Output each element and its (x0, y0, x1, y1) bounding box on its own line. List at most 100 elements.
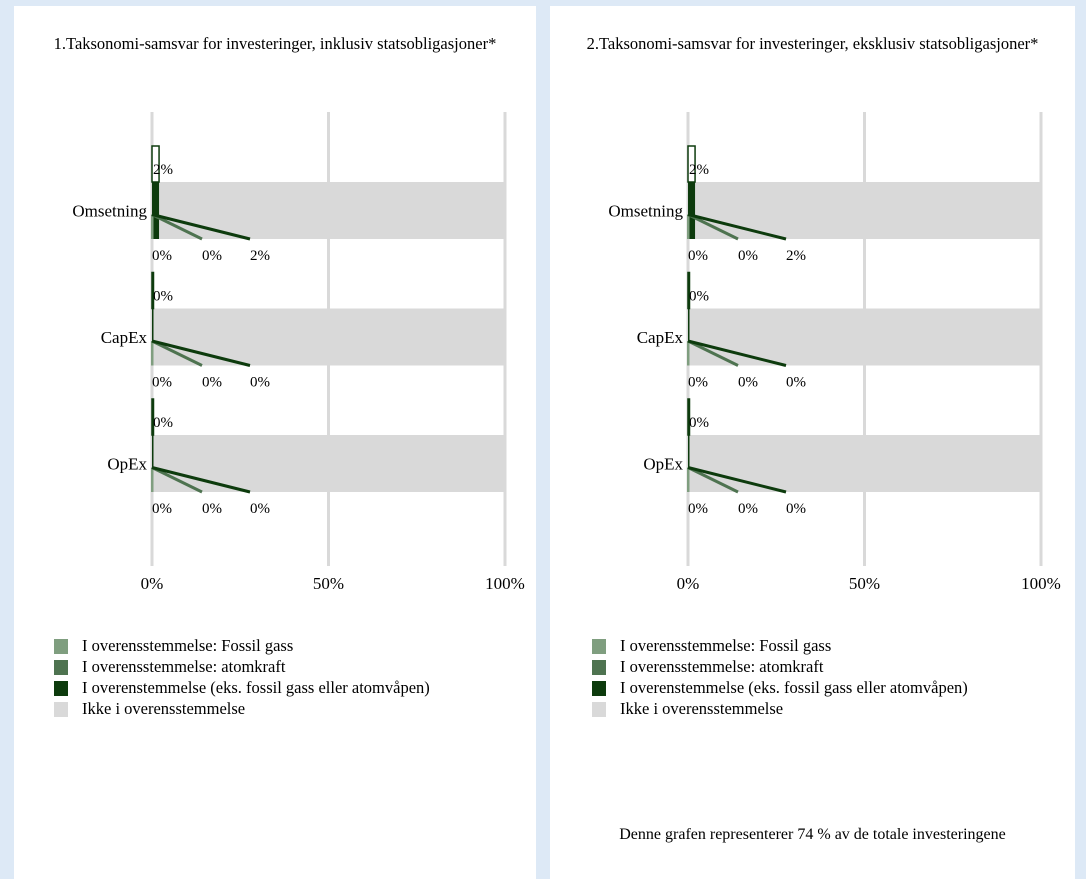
bar-aligned (688, 308, 690, 366)
chart-title: 2.Taksonomi-samsvar for investeringer, e… (586, 34, 1039, 53)
data-label-aligned: 0% (786, 501, 806, 517)
legend-item-nuclear: I overensstemmelse: atomkraft (592, 657, 968, 677)
bar-aligned (152, 435, 154, 492)
bar-not-aligned (688, 308, 1041, 366)
bar-fossil-gas (151, 467, 154, 492)
legend-item-not-aligned: Ikke i overensstemmelse (592, 699, 968, 719)
leader-line-nuclear (687, 213, 739, 241)
bar-fossil-gas (151, 341, 154, 366)
footnote: Denne grafen representerer 74 % av de to… (619, 826, 1006, 843)
x-tick-label: 0% (677, 574, 700, 593)
bar-aligned (688, 435, 690, 492)
legend-item-fossil-gas: I overensstemmelse: Fossil gass (54, 636, 430, 656)
data-label-total: 2% (689, 162, 709, 178)
bar-not-aligned (152, 435, 505, 492)
leader-line-nuclear (151, 339, 203, 367)
chart-title: 1.Taksonomi-samsvar for investeringer, i… (53, 34, 497, 53)
chart-panel-1: 1.Taksonomi-samsvar for investeringer, i… (14, 6, 536, 879)
legend: I overensstemmelse: Fossil gass I overen… (54, 636, 430, 720)
data-label-aligned: 0% (786, 375, 806, 391)
category-label: Omsetning (72, 202, 147, 221)
legend-swatch (592, 702, 606, 717)
legend-swatch (54, 660, 68, 675)
legend-label: Ikke i overensstemmelse (82, 699, 246, 718)
legend: I overensstemmelse: Fossil gass I overen… (592, 636, 968, 720)
bar-total-aligned (687, 271, 691, 310)
legend-swatch (592, 639, 606, 654)
data-label-nuclear: 0% (738, 375, 758, 391)
data-label-nuclear: 0% (738, 248, 758, 264)
leader-line-aligned (687, 339, 787, 367)
data-label-aligned: 2% (786, 248, 806, 264)
bar-fossil-gas (687, 467, 690, 492)
bar-fossil-gas (687, 214, 690, 239)
legend-swatch (54, 702, 68, 717)
data-label-fossil-gas: 0% (152, 248, 172, 264)
data-label-aligned: 0% (250, 375, 270, 391)
data-label-total: 0% (153, 415, 173, 431)
data-label-total: 0% (153, 289, 173, 305)
category-label: OpEx (643, 455, 683, 474)
legend-item-fossil-gas: I overensstemmelse: Fossil gass (592, 636, 968, 656)
category-label: OpEx (107, 455, 147, 474)
category-label: CapEx (637, 328, 684, 347)
data-label-fossil-gas: 0% (688, 375, 708, 391)
leader-line-aligned (687, 466, 787, 494)
bar-total-aligned (151, 145, 160, 183)
category-label: Omsetning (608, 202, 683, 221)
legend-swatch (54, 681, 68, 696)
data-label-nuclear: 0% (202, 501, 222, 517)
legend-label: Ikke i overensstemmelse (620, 699, 784, 718)
data-label-nuclear: 0% (202, 375, 222, 391)
legend-swatch (54, 639, 68, 654)
bar-aligned (152, 308, 154, 366)
data-label-aligned: 2% (250, 248, 270, 264)
leader-line-nuclear (151, 466, 203, 494)
bar-aligned (688, 182, 696, 239)
data-label-aligned: 0% (250, 501, 270, 517)
legend-item-nuclear: I overensstemmelse: atomkraft (54, 657, 430, 677)
data-label-fossil-gas: 0% (152, 501, 172, 517)
bar-total-aligned (687, 145, 696, 183)
data-label-fossil-gas: 0% (688, 248, 708, 264)
x-tick-label: 50% (849, 574, 880, 593)
leader-line-aligned (151, 339, 251, 367)
bar-fossil-gas (151, 214, 154, 239)
bar-total-aligned (687, 398, 691, 436)
leader-line-nuclear (687, 339, 739, 367)
legend-item-aligned: I overenstemmelse (eks. fossil gass elle… (592, 678, 968, 698)
leader-line-aligned (151, 213, 251, 241)
data-label-fossil-gas: 0% (688, 501, 708, 517)
bar-fossil-gas (687, 341, 690, 366)
data-label-total: 2% (153, 162, 173, 178)
bar-total-aligned (151, 398, 155, 436)
legend-label: I overensstemmelse: Fossil gass (620, 636, 832, 655)
chart-panel-2: 2.Taksonomi-samsvar for investeringer, e… (550, 6, 1075, 879)
data-label-nuclear: 0% (738, 501, 758, 517)
data-label-nuclear: 0% (202, 248, 222, 264)
data-label-fossil-gas: 0% (152, 375, 172, 391)
legend-item-not-aligned: Ikke i overensstemmelse (54, 699, 430, 719)
data-label-total: 0% (689, 289, 709, 305)
legend-swatch (592, 681, 606, 696)
leader-line-nuclear (687, 466, 739, 494)
x-tick-label: 50% (313, 574, 344, 593)
x-tick-label: 100% (1021, 574, 1061, 593)
legend-label: I overenstemmelse (eks. fossil gass elle… (82, 678, 430, 697)
legend-label: I overensstemmelse: atomkraft (82, 657, 286, 676)
legend-swatch (592, 660, 606, 675)
bar-not-aligned (152, 308, 505, 366)
bar-total-aligned (151, 271, 155, 310)
x-tick-label: 0% (141, 574, 164, 593)
legend-label: I overensstemmelse: atomkraft (620, 657, 824, 676)
leader-line-nuclear (151, 213, 203, 241)
leader-line-aligned (151, 466, 251, 494)
legend-label: I overensstemmelse: Fossil gass (82, 636, 294, 655)
category-label: CapEx (101, 328, 148, 347)
chart-1: 0% 50% 100% 2% 0% 0% 2% Omsetning 0% 0% 0% 0% CapEx 0… (72, 112, 525, 593)
chart-2: 0% 50% 100% 2% 0% 0% 2% Omsetning 0% 0% 0% 0% CapEx 0… (608, 112, 1061, 593)
legend-item-aligned: I overenstemmelse (eks. fossil gass elle… (54, 678, 430, 698)
legend-label: I overenstemmelse (eks. fossil gass elle… (620, 678, 968, 697)
bar-aligned (152, 182, 160, 239)
leader-line-aligned (687, 213, 787, 241)
